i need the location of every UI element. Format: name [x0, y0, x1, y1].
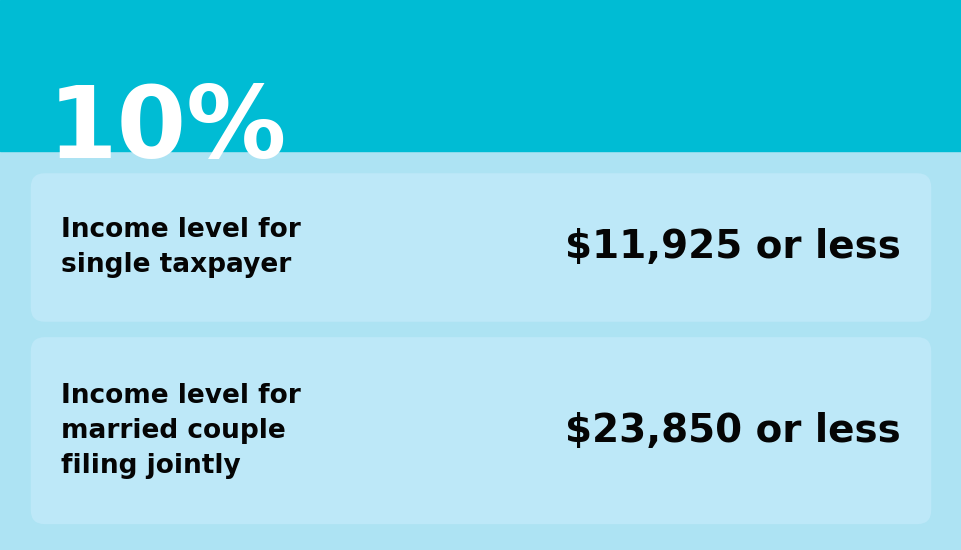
- Text: Income level for
married couple
filing jointly: Income level for married couple filing j…: [61, 383, 300, 478]
- FancyBboxPatch shape: [31, 173, 930, 322]
- FancyBboxPatch shape: [31, 337, 930, 524]
- Text: 10%: 10%: [48, 82, 287, 179]
- Text: $11,925 or less: $11,925 or less: [565, 228, 900, 267]
- Bar: [0, 0, 961, 151]
- Text: Income level for
single taxpayer: Income level for single taxpayer: [61, 217, 300, 278]
- Text: $23,850 or less: $23,850 or less: [565, 411, 900, 450]
